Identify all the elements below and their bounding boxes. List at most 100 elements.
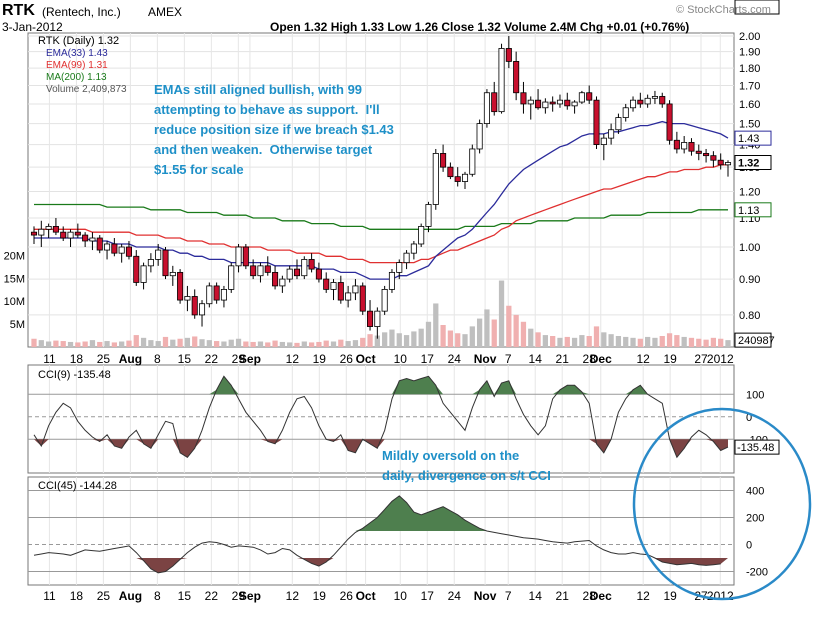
candle-body xyxy=(447,166,454,178)
volume-bar xyxy=(38,340,44,347)
volume-bar xyxy=(418,328,424,347)
candle-body xyxy=(432,153,439,205)
volume-bar xyxy=(352,340,359,347)
candle-body xyxy=(264,265,271,273)
candle-body xyxy=(564,99,571,107)
x-axis-tick-top: 26 xyxy=(340,352,354,366)
volume-bar xyxy=(177,338,183,347)
volume-bar xyxy=(31,338,37,347)
candle-body xyxy=(644,97,651,105)
volume-bar xyxy=(396,333,402,347)
volume-bar xyxy=(206,340,212,347)
candle-body xyxy=(630,99,637,109)
cci45-axis-tick: 0 xyxy=(746,540,752,552)
candle-body xyxy=(476,123,483,150)
x-axis-tick-bottom: 15 xyxy=(178,589,192,603)
candle-body xyxy=(242,246,249,267)
volume-bar xyxy=(221,341,227,347)
x-axis-tick-bottom: 10 xyxy=(394,589,408,603)
volume-bar xyxy=(659,336,665,347)
volume-bar xyxy=(513,314,519,347)
cci9-axis-tick: 0 xyxy=(746,412,752,424)
chart-date: 3-Jan-2012 xyxy=(2,20,63,34)
candle-body xyxy=(418,226,425,245)
ma200-line xyxy=(34,203,728,230)
volume-bar xyxy=(484,309,490,347)
candle-body xyxy=(637,99,644,105)
candle-body xyxy=(549,101,556,105)
volume-bar xyxy=(316,341,322,347)
volume-bar xyxy=(111,342,117,347)
x-axis-tick-bottom: 7 xyxy=(505,589,512,603)
candle-body xyxy=(578,92,585,103)
x-axis-tick-bottom: 19 xyxy=(663,589,677,603)
candle-body xyxy=(688,142,695,152)
volume-bar xyxy=(608,334,614,347)
candle-body xyxy=(213,285,220,301)
candle-body xyxy=(191,296,198,316)
price-axis-tick: 1.50 xyxy=(739,119,760,131)
candle-body xyxy=(461,173,469,182)
candle-body xyxy=(381,288,388,312)
candle-body xyxy=(454,176,461,182)
volume-bar xyxy=(666,333,673,347)
candle-body xyxy=(440,153,447,168)
candle-body xyxy=(469,148,476,175)
candle-body xyxy=(301,259,308,277)
volume-bar xyxy=(593,326,600,347)
volume-bar xyxy=(235,338,242,347)
candle-body xyxy=(659,96,666,105)
candle-body xyxy=(388,271,395,290)
volume-bar xyxy=(696,338,702,347)
x-axis-tick-bottom: Sep xyxy=(239,589,261,603)
volume-bar xyxy=(162,336,169,347)
candle-body xyxy=(293,268,301,277)
volume-bar xyxy=(491,319,497,347)
candle-body xyxy=(710,155,717,161)
candle-body xyxy=(279,278,286,287)
candle-body xyxy=(177,271,184,301)
candle-body xyxy=(111,243,118,254)
x-axis-tick-top: 8 xyxy=(154,352,161,366)
legend-ema33: EMA(33) 1.43 xyxy=(46,48,108,59)
volume-bar xyxy=(199,339,205,347)
x-axis-tick-bottom: 25 xyxy=(97,589,111,603)
candle-body xyxy=(615,117,622,131)
volume-bar xyxy=(133,335,139,347)
candle-body xyxy=(60,231,67,239)
cci9-title: CCI(9) -135.48 xyxy=(38,369,111,381)
x-axis-tick-bottom: 22 xyxy=(205,589,219,603)
volume-bar xyxy=(557,337,563,347)
volume-bar xyxy=(140,337,147,347)
candle-body xyxy=(345,292,352,301)
candle-body xyxy=(498,48,505,113)
x-axis-tick-top: Oct xyxy=(356,352,376,366)
x-axis-tick-bottom: Dec xyxy=(590,589,612,603)
x-axis-tick-top: 12 xyxy=(286,352,300,366)
x-axis-tick-bottom: 17 xyxy=(421,589,435,603)
x-axis-tick-top: 10 xyxy=(394,352,408,366)
candle-body xyxy=(403,252,410,264)
volume-bar xyxy=(718,338,724,347)
volume-bar xyxy=(338,339,344,347)
symbol-title: RTK xyxy=(2,2,35,19)
price-axis-tick: 1.20 xyxy=(739,187,760,199)
x-axis-tick-top: Sep xyxy=(239,352,261,366)
x-axis-tick-bottom: 14 xyxy=(529,589,543,603)
x-axis-tick-bottom: 24 xyxy=(448,589,462,603)
x-axis-tick-top: 24 xyxy=(448,352,462,366)
x-axis-tick-top: Aug xyxy=(119,352,142,366)
volume-bar xyxy=(360,337,366,347)
volume-bar xyxy=(323,340,329,347)
volume-bar xyxy=(67,341,74,347)
volume-bar xyxy=(623,336,629,347)
price-axis-tick: 1.00 xyxy=(739,242,760,254)
x-axis-tick-bottom: 21 xyxy=(556,589,570,603)
candle-body xyxy=(155,249,162,260)
volume-bar xyxy=(228,339,234,347)
volume-axis-tick: 20M xyxy=(4,250,25,262)
x-axis-tick-bottom: 12 xyxy=(286,589,300,603)
cci9-last-box xyxy=(734,439,780,455)
candle-body xyxy=(673,139,680,150)
volume-bar xyxy=(425,321,432,347)
